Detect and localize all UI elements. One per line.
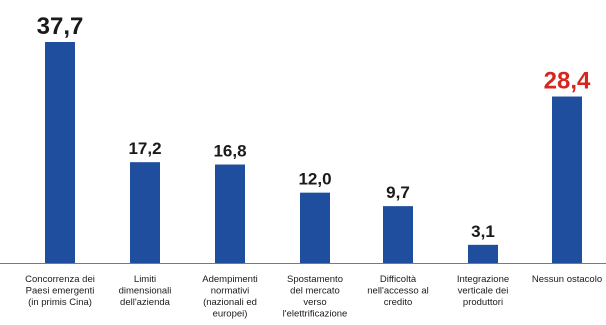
category-label-line: Difficoltà	[380, 274, 417, 285]
bar-2	[215, 164, 245, 263]
category-label-line: credito	[384, 297, 413, 308]
category-label-5: Integrazione verticale dei produttori	[457, 274, 509, 308]
category-label-line: Adempimenti	[202, 274, 257, 285]
category-label-line: normativi	[211, 286, 250, 297]
bar-6	[552, 96, 582, 263]
category-labels-group: Concorrenza dei Paesi emergenti (in primis…	[25, 274, 602, 320]
category-label-line: Paesi emergenti	[26, 286, 95, 297]
bar-4	[383, 206, 413, 263]
category-label-line: verso	[303, 297, 326, 308]
category-label-line: Concorrenza dei	[25, 274, 95, 285]
value-label-5: 3,1	[471, 222, 495, 241]
category-label-0: Concorrenza dei Paesi emergenti (in primis…	[25, 274, 95, 308]
category-label-line: del mercato	[290, 286, 340, 297]
value-label-1: 17,2	[128, 139, 161, 158]
category-label-line: (nazionali ed	[203, 297, 257, 308]
value-label-3: 12,0	[298, 170, 331, 189]
category-label-line: produttori	[463, 297, 503, 308]
category-label-line: verticale dei	[458, 286, 509, 297]
category-label-line: Nessun ostacolo	[532, 274, 602, 285]
category-label-line: dimensionali	[119, 286, 172, 297]
category-label-2: Adempimenti normativi (nazionali ed europei…	[202, 274, 257, 320]
category-label-4: Difficoltà nell'accesso al credito	[367, 274, 429, 308]
value-label-4: 9,7	[386, 183, 410, 202]
category-label-line: Integrazione	[457, 274, 509, 285]
value-label-2: 16,8	[213, 142, 246, 161]
category-label-line: Spostamento	[287, 274, 343, 285]
category-label-line: nell'accesso al	[367, 286, 429, 297]
category-label-6: Nessun ostacolo	[532, 274, 602, 285]
value-label-0: 37,7	[37, 13, 84, 40]
value-labels-group: 37,7 17,2 16,8 12,0 9,7 3,1 28,4	[37, 13, 591, 241]
category-label-line: Limiti	[134, 274, 156, 285]
category-label-line: europei)	[213, 309, 248, 320]
category-label-line: l'elettrificazione	[283, 309, 348, 320]
category-label-line: (in primis Cina)	[28, 297, 92, 308]
bar-0	[45, 42, 75, 263]
category-label-1: Limiti dimensionali dell'azienda	[119, 274, 172, 308]
category-label-line: dell'azienda	[120, 297, 171, 308]
bar-5	[468, 244, 498, 263]
value-label-6: 28,4	[544, 68, 591, 95]
bar-1	[130, 162, 160, 263]
category-label-3: Spostamento del mercato verso l'elettrifica…	[283, 274, 348, 320]
bars-group	[45, 42, 582, 263]
bar-3	[300, 192, 330, 263]
